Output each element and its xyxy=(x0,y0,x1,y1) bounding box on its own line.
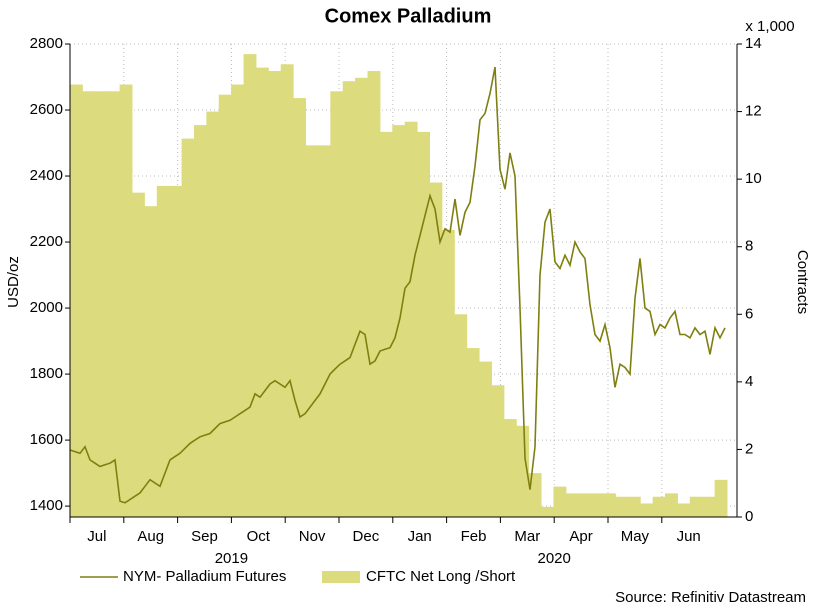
x-tick-label: Jun xyxy=(677,528,701,545)
y2-tick-label: 12 xyxy=(745,103,762,120)
area-step xyxy=(330,91,344,518)
y2-tick-label: 10 xyxy=(745,170,762,187)
area-step xyxy=(454,314,468,517)
area-step xyxy=(578,493,592,517)
x-tick-label: Apr xyxy=(569,528,592,545)
y2-axis-label: Contracts xyxy=(794,250,811,314)
chart-title: Comex Palladium xyxy=(325,5,492,27)
y2-tick-label: 14 xyxy=(745,35,762,52)
area-step xyxy=(268,71,282,518)
area-step xyxy=(565,493,579,517)
area-step xyxy=(70,84,83,518)
x-tick-label: Feb xyxy=(461,528,487,545)
y2-tick-label: 2 xyxy=(745,440,753,457)
area-step xyxy=(714,479,728,517)
area-step xyxy=(503,419,517,517)
area-step xyxy=(243,54,257,518)
plot xyxy=(69,54,728,518)
area-step xyxy=(404,121,418,517)
area-step xyxy=(677,503,691,517)
area-step xyxy=(218,94,232,517)
legend-label: NYM- Palladium Futures xyxy=(123,568,286,585)
area-step xyxy=(169,185,183,517)
x-tick-label: May xyxy=(621,528,650,545)
area-step xyxy=(193,125,207,517)
area-step xyxy=(702,496,716,517)
area-step xyxy=(528,473,542,517)
area-step xyxy=(305,145,319,517)
year-label: 2020 xyxy=(538,550,571,567)
x-tick-label: Sep xyxy=(191,528,218,545)
area-step xyxy=(553,486,567,517)
area-step xyxy=(441,229,455,518)
area-step xyxy=(317,145,331,517)
y-tick-label: 2400 xyxy=(30,167,63,184)
area-step xyxy=(119,84,133,518)
area-step xyxy=(652,496,666,517)
area-step xyxy=(640,503,654,517)
area-step xyxy=(627,496,641,517)
y2-unit: x 1,000 xyxy=(745,18,794,35)
area-step xyxy=(231,84,245,518)
x-tick-label: Mar xyxy=(514,528,540,545)
y-tick-label: 2800 xyxy=(30,35,63,52)
area-step xyxy=(379,131,393,518)
y-tick-label: 1600 xyxy=(30,431,63,448)
source: Source: Refinitiv Datastream xyxy=(615,589,806,606)
area-step xyxy=(342,81,356,518)
y-tick-label: 2000 xyxy=(30,299,63,316)
area-step xyxy=(94,91,108,518)
area-step xyxy=(156,185,170,517)
area-step xyxy=(429,182,443,517)
area-step xyxy=(516,425,530,517)
area-step xyxy=(665,493,678,517)
x-tick-label: Jul xyxy=(87,528,106,545)
area-step xyxy=(144,206,158,517)
area-step xyxy=(293,98,307,518)
y-tick-label: 1800 xyxy=(30,365,63,382)
y2-tick-label: 8 xyxy=(745,238,753,255)
area-step xyxy=(590,493,604,517)
year-label: 2019 xyxy=(215,550,248,567)
y-tick-label: 2600 xyxy=(30,101,63,118)
legend-label: CFTC Net Long /Short xyxy=(366,568,516,585)
area-step xyxy=(255,67,269,518)
y-tick-label: 2200 xyxy=(30,233,63,250)
x-tick-label: Aug xyxy=(137,528,164,545)
area-step xyxy=(466,348,480,517)
legend-swatch xyxy=(322,571,360,583)
y2-tick-label: 0 xyxy=(745,508,753,525)
line xyxy=(69,66,726,504)
area-step xyxy=(107,91,121,518)
area-step xyxy=(603,493,616,517)
area-step xyxy=(206,111,220,518)
area-step xyxy=(82,91,96,518)
x-tick-label: Dec xyxy=(353,528,380,545)
y2-tick-label: 4 xyxy=(745,373,753,390)
x-tick-label: Oct xyxy=(247,528,271,545)
area-step xyxy=(181,138,195,517)
y-axis-label: USD/oz xyxy=(5,256,22,308)
y2-tick-label: 6 xyxy=(745,305,753,322)
area-step xyxy=(491,385,505,517)
area-step xyxy=(417,131,430,518)
y-tick-label: 1400 xyxy=(30,497,63,514)
area-step xyxy=(131,192,145,517)
area-step xyxy=(280,64,294,518)
area-step xyxy=(367,71,381,518)
area-step xyxy=(479,361,492,517)
area-step xyxy=(355,77,369,518)
area-step xyxy=(689,496,703,517)
area-step xyxy=(615,496,629,517)
x-tick-label: Jan xyxy=(408,528,432,545)
area-step xyxy=(541,506,554,517)
x-tick-label: Nov xyxy=(299,528,326,545)
